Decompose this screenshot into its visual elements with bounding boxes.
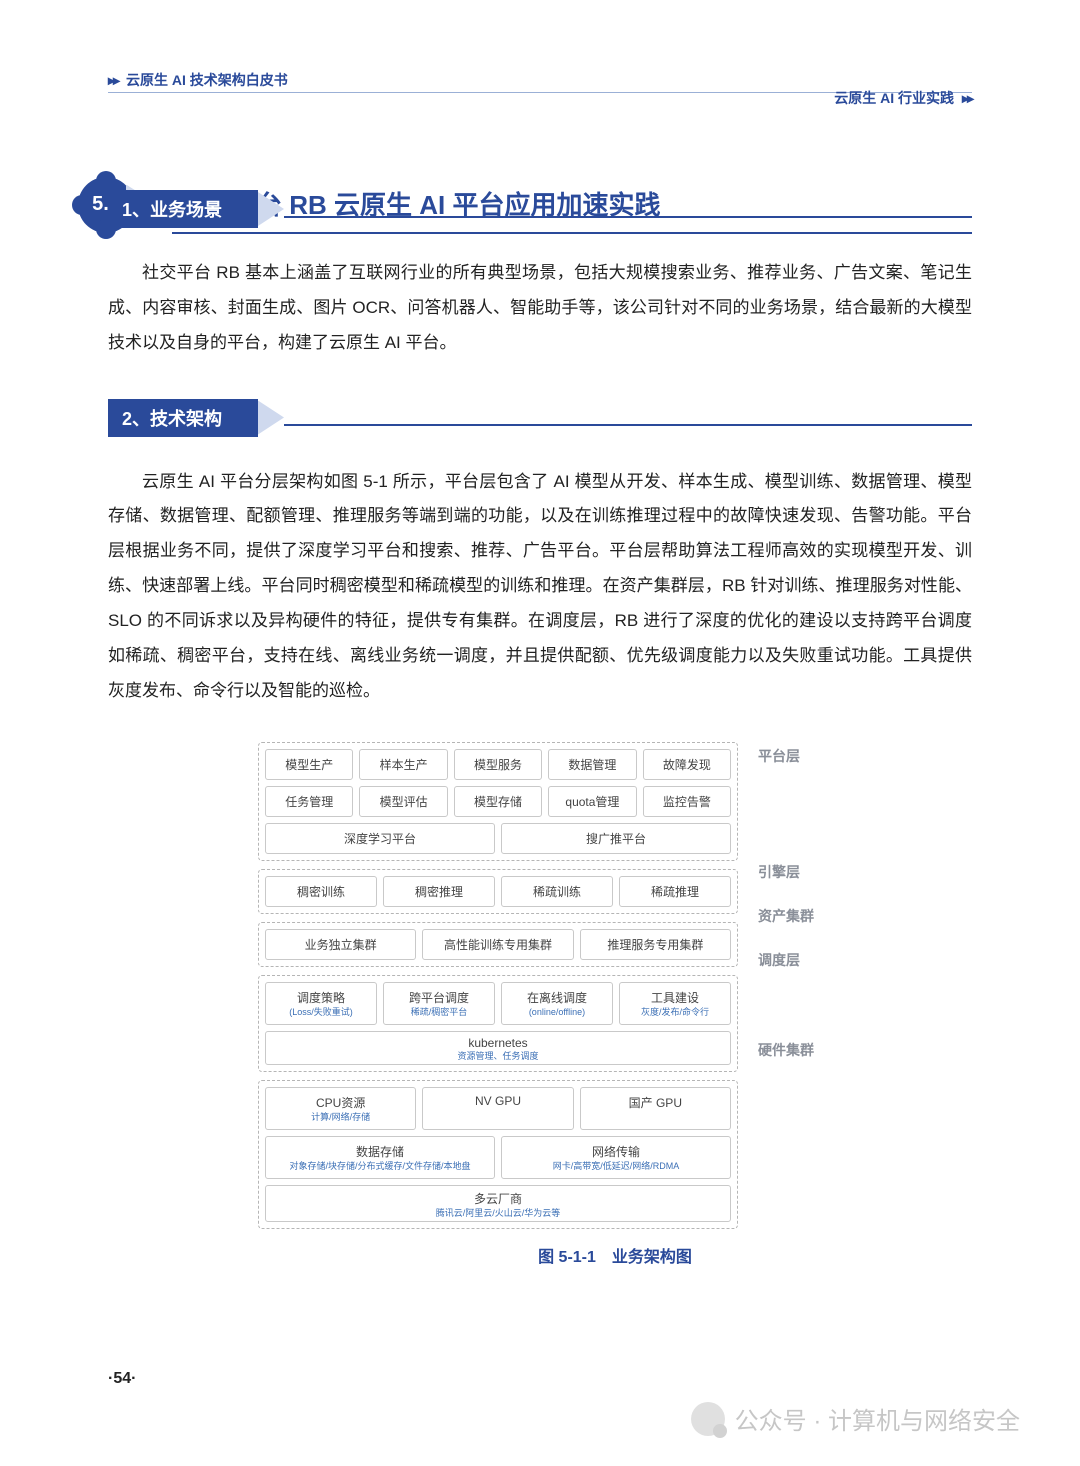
arch-cell: 稀疏训练 (501, 876, 613, 907)
arch-cell: 跨平台调度 稀疏/稠密平台 (383, 982, 495, 1025)
chevron-right-icon: ▸▸ (108, 72, 118, 88)
arch-cell: 推理服务专用集群 (580, 929, 731, 960)
arch-cell: 稠密推理 (383, 876, 495, 907)
watermark-text: 公众号 · 计算机与网络安全 (735, 1401, 1020, 1436)
layer-label-hw: 硬件集群 (758, 1040, 828, 1060)
architecture-diagram: 平台层 模型生产 样本生产 模型服务 数据管理 故障发现 任务管理 模型评估 模… (258, 742, 738, 1228)
arch-cell: 稠密训练 (265, 876, 377, 907)
arch-cell: 任务管理 (265, 786, 353, 817)
arch-cell: 模型服务 (454, 749, 542, 780)
arch-cell: 深度学习平台 (265, 823, 495, 854)
arch-cell: 数据存储 对象存储/块存储/分布式缓存/文件存储/本地盘 (265, 1136, 495, 1179)
arch-cell: 在离线调度 (online/offline) (501, 982, 613, 1025)
arch-cell: CPU资源 计算/网络/存储 (265, 1087, 416, 1130)
arch-cell: 模型评估 (359, 786, 447, 817)
layer-label-asset: 资产集群 (758, 906, 828, 926)
arch-cell-kube: kubernetes 资源管理、任务调度 (265, 1031, 731, 1065)
arch-cell: 搜广推平台 (501, 823, 731, 854)
hw-layer: CPU资源 计算/网络/存储 NV GPU 国产 GPU 数据存储 对象存储/块… (258, 1080, 738, 1229)
subsection-2: 2、技术架构 云原生 AI 平台分层架构如图 5-1 所示，平台层包含了 AI … (108, 399, 972, 709)
doc-title: 云原生 AI 技术架构白皮书 (126, 72, 288, 88)
running-header-right: 云原生 AI 行业实践 ▸▸ (834, 88, 972, 108)
page-number: ·54· (108, 1370, 136, 1388)
arch-cell: 模型存储 (454, 786, 542, 817)
page: ▸▸ 云原生 AI 技术架构白皮书 云原生 AI 行业实践 ▸▸ 5.1 社交平… (108, 70, 972, 1267)
engine-layer: 稠密训练 稠密推理 稀疏训练 稀疏推理 (258, 869, 738, 914)
subsection-rule (284, 216, 972, 218)
arch-cell: 高性能训练专用集群 (422, 929, 573, 960)
arch-cell-multicloud: 多云厂商 腾讯云/阿里云/火山云/华为云等 (265, 1185, 731, 1222)
sched-layer: 调度策略 (Loss/失败重试) 跨平台调度 稀疏/稠密平台 在离线调度 (on… (258, 975, 738, 1072)
arch-cell: 样本生产 (359, 749, 447, 780)
subsection-tail-icon (258, 401, 284, 435)
layer-label-sched: 调度层 (758, 950, 828, 970)
arch-cell: 国产 GPU (580, 1087, 731, 1130)
asset-layer: 业务独立集群 高性能训练专用集群 推理服务专用集群 (258, 922, 738, 967)
subsection-label: 2、技术架构 (108, 399, 258, 437)
subsection-label: 1、业务场景 (108, 190, 258, 228)
chevron-right-icon: ▸▸ (962, 90, 972, 106)
arch-cell: 故障发现 (643, 749, 731, 780)
arch-cell: 调度策略 (Loss/失败重试) (265, 982, 377, 1025)
arch-cell: 工具建设 灰度/发布/命令行 (619, 982, 731, 1025)
layer-label-platform: 平台层 (758, 746, 828, 766)
chapter-title: 云原生 AI 行业实践 (834, 90, 954, 106)
arch-cell: 监控告警 (643, 786, 731, 817)
platform-layer: 模型生产 样本生产 模型服务 数据管理 故障发现 任务管理 模型评估 模型存储 … (258, 742, 738, 861)
arch-cell: NV GPU (422, 1087, 573, 1130)
figure-caption: 图 5-1-1 业务架构图 (258, 1243, 972, 1267)
arch-cell: quota管理 (548, 786, 636, 817)
arch-cell: 模型生产 (265, 749, 353, 780)
architecture-figure: 平台层 模型生产 样本生产 模型服务 数据管理 故障发现 任务管理 模型评估 模… (108, 742, 972, 1266)
subsection-bar: 1、业务场景 (108, 190, 972, 228)
subsection-rule (284, 424, 972, 426)
watermark: 公众号 · 计算机与网络安全 (691, 1401, 1020, 1436)
subsection-bar: 2、技术架构 (108, 399, 972, 437)
subsection-1: 1、业务场景 社交平台 RB 基本上涵盖了互联网行业的所有典型场景，包括大规模搜… (108, 190, 972, 361)
arch-cell: 业务独立集群 (265, 929, 416, 960)
arch-cell: 稀疏推理 (619, 876, 731, 907)
wechat-icon (691, 1402, 725, 1436)
arch-cell: 数据管理 (548, 749, 636, 780)
subsection-tail-icon (258, 192, 284, 226)
arch-cell: 网络传输 网卡/高带宽/低延迟/网络/RDMA (501, 1136, 731, 1179)
subsection-1-para: 社交平台 RB 基本上涵盖了互联网行业的所有典型场景，包括大规模搜索业务、推荐业… (108, 256, 972, 361)
subsection-2-para: 云原生 AI 平台分层架构如图 5-1 所示，平台层包含了 AI 模型从开发、样… (108, 465, 972, 709)
layer-label-engine: 引擎层 (758, 862, 828, 882)
